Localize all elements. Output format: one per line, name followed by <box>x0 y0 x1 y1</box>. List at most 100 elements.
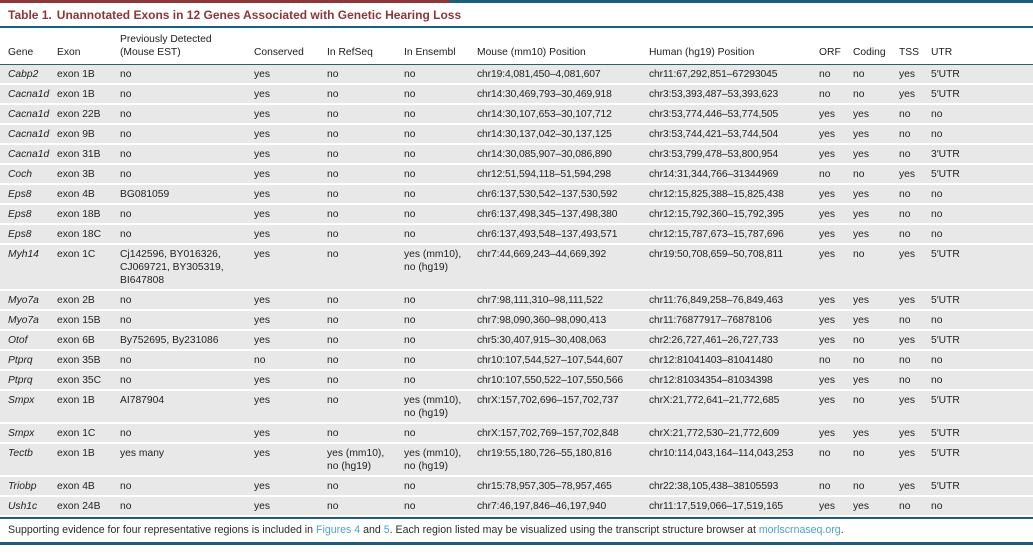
cell-in-refseq: no <box>327 104 404 125</box>
cell-utr: no <box>931 224 1033 245</box>
cell-previously-detected: Cj142596, BY016326, CJ069721, BY305319, … <box>120 244 254 291</box>
column-header-human-position: Human (hg19) Position <box>649 28 819 65</box>
cell-conserved: yes <box>254 144 327 165</box>
cell-tss: no <box>899 310 931 331</box>
cell-orf: yes <box>819 370 853 391</box>
cell-utr: 5′UTR <box>931 390 1033 424</box>
cell-human-position: chr3:53,393,487–53,393,623 <box>649 84 819 105</box>
cell-mouse-position: chr6:137,498,345–137,498,380 <box>477 204 649 225</box>
cell-exon: exon 3B <box>57 164 120 185</box>
cell-human-position: chr3:53,799,478–53,800,954 <box>649 144 819 165</box>
cell-exon: exon 6B <box>57 330 120 351</box>
cell-coding: yes <box>853 224 899 245</box>
cell-human-position: chr14:31,344,766–31344969 <box>649 164 819 185</box>
cell-mouse-position: chr7:44,669,243–44,669,392 <box>477 244 649 291</box>
cell-gene: Cacna1d <box>0 124 57 145</box>
cell-utr: 5′UTR <box>931 244 1033 291</box>
cell-conserved: yes <box>254 310 327 331</box>
cell-conserved: yes <box>254 443 327 477</box>
column-header-orf: ORF <box>819 28 853 65</box>
cell-orf: yes <box>819 204 853 225</box>
cell-conserved: yes <box>254 124 327 145</box>
cell-orf: yes <box>819 496 853 517</box>
cell-conserved: yes <box>254 64 327 85</box>
cell-in-refseq: no <box>327 423 404 444</box>
cell-in-ensembl: no <box>404 370 477 391</box>
table-row: Myo7a exon 2B no yes no no chr7:98,111,3… <box>0 290 1033 311</box>
cell-utr: no <box>931 496 1033 517</box>
footnote-text: . Each region listed may be visualized u… <box>389 524 759 536</box>
cell-utr: 5′UTR <box>931 290 1033 311</box>
cell-in-ensembl: no <box>404 290 477 311</box>
column-header-coding: Coding <box>853 28 899 65</box>
cell-tss: no <box>899 370 931 391</box>
cell-previously-detected: By752695, By231086 <box>120 330 254 351</box>
column-header-conserved: Conserved <box>254 28 327 65</box>
table-row: Tectb exon 1B yes many yes yes (mm10), n… <box>0 443 1033 477</box>
cell-utr: 3′UTR <box>931 144 1033 165</box>
cell-previously-detected: no <box>120 423 254 444</box>
cell-in-ensembl: no <box>404 330 477 351</box>
cell-orf: yes <box>819 310 853 331</box>
figures-4-link[interactable]: Figures 4 <box>316 524 361 536</box>
cell-conserved: yes <box>254 370 327 391</box>
table-row: Ptprq exon 35B no no no no chr10:107,544… <box>0 350 1033 371</box>
footnote-text: Supporting evidence for four representat… <box>8 524 316 536</box>
cell-in-refseq: no <box>327 390 404 424</box>
footnote-top-rule <box>0 517 1033 519</box>
cell-utr: no <box>931 124 1033 145</box>
cell-human-position: chr12:15,787,673–15,787,696 <box>649 224 819 245</box>
cell-conserved: yes <box>254 244 327 291</box>
cell-previously-detected: no <box>120 204 254 225</box>
cell-in-refseq: no <box>327 224 404 245</box>
cell-orf: no <box>819 84 853 105</box>
footnote-text: and <box>360 524 384 536</box>
cell-exon: exon 1B <box>57 64 120 85</box>
table-body: Cabp2 exon 1B no yes no no chr19:4,081,4… <box>0 64 1033 517</box>
cell-exon: exon 31B <box>57 144 120 165</box>
cell-mouse-position: chr14:30,085,907–30,086,890 <box>477 144 649 165</box>
cell-in-ensembl: no <box>404 204 477 225</box>
cell-human-position: chrX:21,772,641–21,772,685 <box>649 390 819 424</box>
cell-in-refseq: no <box>327 350 404 371</box>
cell-previously-detected: yes many <box>120 443 254 477</box>
column-header-mouse-position: Mouse (mm10) Position <box>477 28 649 65</box>
cell-in-ensembl: no <box>404 350 477 371</box>
cell-exon: exon 4B <box>57 184 120 205</box>
cell-mouse-position: chr14:30,469,793–30,469,918 <box>477 84 649 105</box>
cell-exon: exon 1C <box>57 423 120 444</box>
table-row: Smpx exon 1B AI787904 yes no yes (mm10),… <box>0 390 1033 424</box>
table-row: Eps8 exon 18B no yes no no chr6:137,498,… <box>0 204 1033 225</box>
cell-exon: exon 9B <box>57 124 120 145</box>
cell-orf: no <box>819 476 853 497</box>
cell-in-refseq: no <box>327 124 404 145</box>
cell-human-position: chr11:76877917–76878106 <box>649 310 819 331</box>
cell-coding: no <box>853 476 899 497</box>
table-row: Myh14 exon 1C Cj142596, BY016326, CJ0697… <box>0 244 1033 291</box>
cell-utr: 5′UTR <box>931 64 1033 85</box>
morlscrnaseq-link[interactable]: morlscrnaseq.org <box>758 524 841 536</box>
cell-gene: Eps8 <box>0 184 57 205</box>
cell-human-position: chr3:53,774,446–53,774,505 <box>649 104 819 125</box>
cell-in-refseq: no <box>327 64 404 85</box>
cell-in-refseq: no <box>327 84 404 105</box>
cell-human-position: chr12:15,792,360–15,792,395 <box>649 204 819 225</box>
cell-in-refseq: no <box>327 496 404 517</box>
table-row: Eps8 exon 4B BG081059 yes no no chr6:137… <box>0 184 1033 205</box>
cell-orf: yes <box>819 330 853 351</box>
cell-in-ensembl: yes (mm10), no (hg19) <box>404 443 477 477</box>
cell-utr: 5′UTR <box>931 443 1033 477</box>
cell-exon: exon 35C <box>57 370 120 391</box>
cell-mouse-position: chr7:98,090,360–98,090,413 <box>477 310 649 331</box>
cell-in-refseq: no <box>327 476 404 497</box>
cell-human-position: chrX:21,772,530–21,772,609 <box>649 423 819 444</box>
cell-mouse-position: chr14:30,137,042–30,137,125 <box>477 124 649 145</box>
cell-conserved: yes <box>254 290 327 311</box>
cell-human-position: chr19:50,708,659–50,708,811 <box>649 244 819 291</box>
cell-gene: Myh14 <box>0 244 57 291</box>
cell-in-refseq: yes (mm10), no (hg19) <box>327 443 404 477</box>
cell-utr: no <box>931 370 1033 391</box>
figure-5-link[interactable]: 5 <box>383 524 390 536</box>
cell-coding: yes <box>853 204 899 225</box>
cell-tss: no <box>899 124 931 145</box>
